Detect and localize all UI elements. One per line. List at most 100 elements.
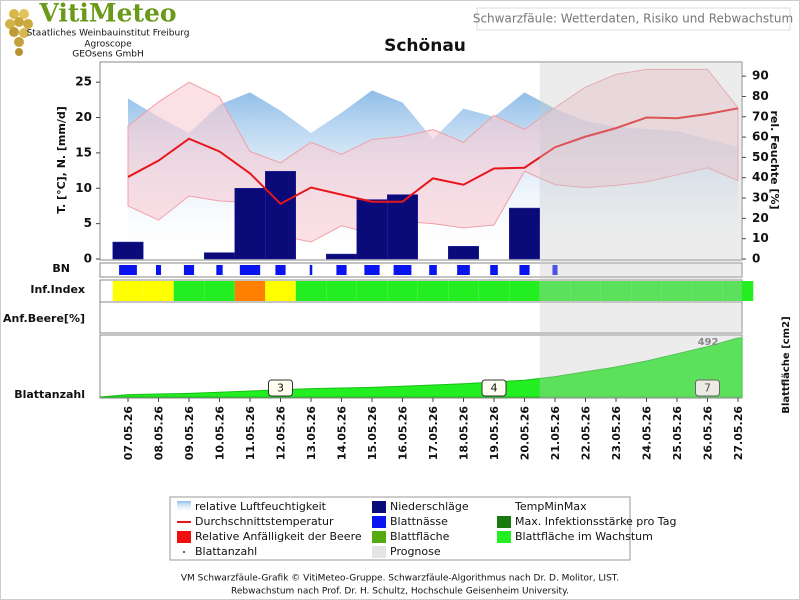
x-tick-label: 12.05.26 xyxy=(275,406,288,461)
y-tick-label: 5 xyxy=(84,216,92,230)
x-tick-label: 17.05.26 xyxy=(427,406,440,461)
precipitation-bar xyxy=(112,241,144,260)
footer: VM Schwarzfäule-Grafik © VitiMeteo-Grupp… xyxy=(181,574,619,584)
leaf-wetness xyxy=(519,265,530,275)
infection-index xyxy=(722,281,754,301)
y2-tick-label: 70 xyxy=(752,109,769,123)
x-tick-label: 08.05.26 xyxy=(153,406,166,461)
row-label: Inf.Index xyxy=(30,283,85,296)
infection-index xyxy=(143,281,174,301)
y2-axis-title: rel. Feuchte [%] xyxy=(768,111,781,210)
x-tick-label: 13.05.26 xyxy=(305,406,318,461)
institution: Agroscope xyxy=(84,40,132,50)
infection-index xyxy=(265,281,296,301)
leaf-count-box xyxy=(481,379,507,397)
y-tick-label: 15 xyxy=(75,145,92,159)
legend-swatch xyxy=(497,531,511,543)
legend-label: Blattfläche im Wachstum xyxy=(515,530,653,543)
infection-index xyxy=(509,281,540,301)
legend-swatch xyxy=(177,501,191,513)
x-tick-label: 24.05.26 xyxy=(641,406,654,461)
x-tick-label: 25.05.26 xyxy=(671,406,684,461)
legend-label: Blattfläche xyxy=(390,530,450,543)
infection-index xyxy=(234,281,266,301)
x-tick-label: 11.05.26 xyxy=(244,406,257,461)
legend-swatch xyxy=(177,531,191,543)
institution: GEOsens GmbH xyxy=(72,50,143,60)
precipitation-bar xyxy=(326,253,357,260)
leaf-wetness xyxy=(275,265,286,275)
y-axis-title: T. [°C], N. [mm/d] xyxy=(55,106,68,214)
y2-tick-label: 0 xyxy=(752,252,760,266)
x-tick-label: 18.05.26 xyxy=(458,406,471,461)
leaf-wetness xyxy=(552,265,558,275)
legend-label: Max. Infektionsstärke pro Tag xyxy=(515,515,676,528)
y2-tick-label: 10 xyxy=(752,231,769,245)
leaf-wetness xyxy=(336,265,347,275)
infection-index xyxy=(631,281,662,301)
precipitation-bar xyxy=(204,252,235,260)
x-tick-label: 27.05.26 xyxy=(732,406,745,461)
infection-index xyxy=(356,281,388,301)
infection-index xyxy=(570,281,601,301)
legend-swatch xyxy=(183,551,185,553)
legend-label: Relative Anfälligkeit der Beere xyxy=(195,530,362,543)
logo xyxy=(5,9,33,56)
y2-tick-label: 30 xyxy=(752,191,769,205)
x-tick-label: 22.05.26 xyxy=(580,406,593,461)
subtitle-box xyxy=(476,7,791,31)
legend-swatch xyxy=(372,531,386,543)
leaf-wetness xyxy=(364,265,380,275)
leaf-wetness xyxy=(119,265,137,275)
infection-index xyxy=(204,281,235,301)
infection-index xyxy=(387,281,418,301)
precipitation-bar xyxy=(448,246,479,260)
infection-index xyxy=(326,281,357,301)
x-tick-label: 19.05.26 xyxy=(488,406,501,461)
subtitle: Schwarzfäule: Wetterdaten, Risiko und Re… xyxy=(473,12,793,26)
leaf-count-label: 7 xyxy=(704,382,711,395)
leaf-area xyxy=(99,337,743,398)
y2-tick-label: 50 xyxy=(752,150,769,164)
legend-box xyxy=(169,496,631,561)
legend-swatch xyxy=(497,516,511,528)
infection-index xyxy=(661,281,693,301)
institution: Staatliches Weinbauinstitut Freiburg xyxy=(27,29,190,39)
leaf-count-label: 3 xyxy=(277,382,284,395)
legend-label: Niederschläge xyxy=(390,500,469,513)
y2-tick-label: 80 xyxy=(752,89,769,103)
chart-title: Schönau xyxy=(384,36,466,56)
infection-index xyxy=(692,281,723,301)
infection-index xyxy=(539,281,571,301)
row-label: BN xyxy=(52,262,70,275)
forecast-shade xyxy=(539,62,742,398)
precipitation-bar xyxy=(356,199,388,260)
precipitation-bar xyxy=(234,188,266,260)
leaf-area-label: 492 xyxy=(698,337,719,348)
infection-index xyxy=(478,281,510,301)
leaf-wetness xyxy=(216,265,223,275)
legend-label: relative Luftfeuchtigkeit xyxy=(195,500,327,513)
y2-tick-label: 60 xyxy=(752,130,769,144)
precipitation-bar xyxy=(509,207,540,260)
y-tick-label: 20 xyxy=(75,110,92,124)
x-tick-label: 15.05.26 xyxy=(366,406,379,461)
x-tick-label: 26.05.26 xyxy=(702,406,715,461)
leaf-count-box xyxy=(268,379,293,397)
x-tick-label: 09.05.26 xyxy=(183,406,196,461)
leaf-wetness xyxy=(155,265,162,275)
berry-frame xyxy=(99,301,743,334)
leaf-count-box xyxy=(695,379,720,397)
y2-tick-label: 20 xyxy=(752,211,769,225)
x-tick-label: 16.05.26 xyxy=(397,406,410,461)
legend-swatch xyxy=(372,546,386,558)
x-tick-label: 21.05.26 xyxy=(549,406,562,461)
leaf-wetness xyxy=(457,265,470,275)
plot-frame xyxy=(99,61,743,261)
infection-index xyxy=(173,281,205,301)
legend-swatch xyxy=(372,501,386,513)
logo-text: VitiMeteo xyxy=(38,0,176,28)
x-tick-label: 07.05.26 xyxy=(122,406,135,461)
infection-index xyxy=(417,281,449,301)
